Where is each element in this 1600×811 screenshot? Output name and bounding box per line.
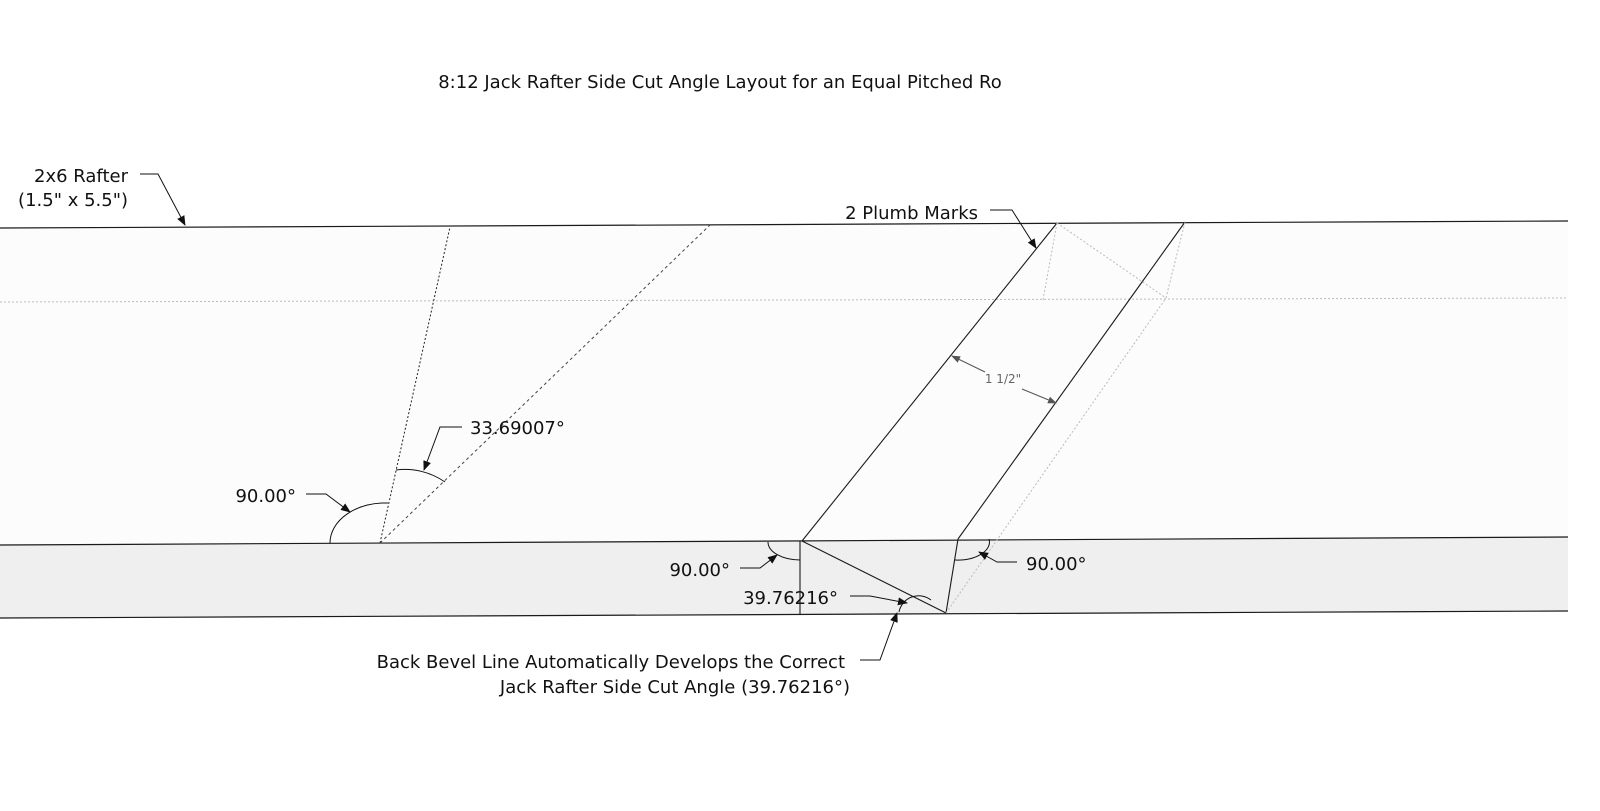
leader-90-left bbox=[306, 493, 351, 513]
rafter-top-face bbox=[0, 221, 1568, 545]
leader-90-bottom-right bbox=[978, 551, 1017, 563]
dimension-arrow-right bbox=[1021, 388, 1057, 404]
rafter-edges bbox=[0, 220, 1569, 619]
angle-90-left-label: 90.00° bbox=[235, 486, 296, 507]
center-line bbox=[0, 297, 1569, 303]
leader-plumb bbox=[990, 209, 1037, 249]
rafter-side-face bbox=[0, 537, 1568, 618]
leader-note bbox=[860, 612, 898, 661]
leader-33 bbox=[423, 426, 462, 471]
diagram-title: 8:12 Jack Rafter Side Cut Angle Layout f… bbox=[438, 72, 1002, 93]
plumb-marks bbox=[799, 221, 1186, 615]
leader-rafter bbox=[140, 173, 186, 226]
square-line bbox=[379, 226, 451, 544]
rafter-label: 2x6 Rafter bbox=[34, 166, 129, 187]
arc-90-left bbox=[329, 502, 389, 544]
rafter-size-label: (1.5" x 5.5") bbox=[18, 190, 128, 211]
leader-90-bottom-left bbox=[740, 554, 778, 569]
dimension-arrow-left bbox=[951, 355, 986, 373]
leader-bevel bbox=[850, 595, 908, 606]
arc-bevel bbox=[898, 595, 932, 613]
note-line-2: Jack Rafter Side Cut Angle (39.76216°) bbox=[499, 677, 850, 698]
plumb-marks-label: 2 Plumb Marks bbox=[845, 203, 978, 224]
angle-bevel-label: 39.76216° bbox=[743, 588, 838, 609]
hidden-lines bbox=[945, 221, 1186, 614]
angle-33-label: 33.69007° bbox=[470, 418, 565, 439]
arc-33 bbox=[395, 468, 446, 483]
angle-90-bottom-left-label: 90.00° bbox=[669, 560, 730, 581]
dimension-label: 1 1/2" bbox=[985, 372, 1021, 386]
angle-90-bottom-right-label: 90.00° bbox=[1026, 554, 1087, 575]
note-line-1: Back Bevel Line Automatically Develops t… bbox=[377, 652, 845, 673]
pitch-line bbox=[379, 224, 711, 544]
